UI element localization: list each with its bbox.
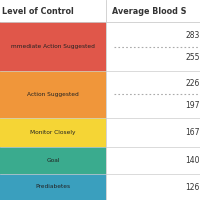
Bar: [106, 147, 200, 174]
Text: 255: 255: [186, 53, 200, 62]
Text: Monitor Closely: Monitor Closely: [30, 130, 76, 135]
Bar: [0, 0, 200, 22]
Text: mmediate Action Suggested: mmediate Action Suggested: [11, 44, 95, 49]
Text: Goal: Goal: [46, 158, 60, 163]
Text: 140: 140: [186, 156, 200, 165]
Bar: [0, 71, 106, 118]
Text: 283: 283: [186, 31, 200, 40]
Text: 197: 197: [186, 101, 200, 110]
Text: 167: 167: [186, 128, 200, 137]
Text: 226: 226: [186, 79, 200, 88]
Bar: [0, 174, 106, 200]
Text: Level of Control: Level of Control: [2, 6, 74, 16]
Bar: [0, 147, 106, 174]
Text: Action Suggested: Action Suggested: [27, 92, 79, 97]
Bar: [106, 174, 200, 200]
Bar: [106, 118, 200, 147]
Bar: [0, 22, 106, 71]
Bar: [106, 71, 200, 118]
Text: Average Blood S: Average Blood S: [112, 6, 186, 16]
Bar: [0, 118, 106, 147]
Text: Prediabetes: Prediabetes: [35, 184, 71, 190]
Text: 126: 126: [186, 182, 200, 192]
Bar: [106, 22, 200, 71]
